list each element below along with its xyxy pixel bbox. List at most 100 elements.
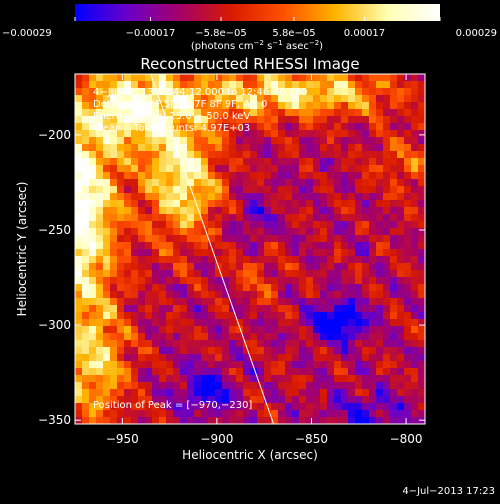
heatmap-cell — [313, 102, 321, 110]
heatmap-cell — [341, 116, 349, 124]
heatmap-cell — [89, 102, 97, 110]
heatmap-cell — [418, 179, 425, 187]
heatmap-cell — [173, 396, 181, 404]
heatmap-cell — [173, 158, 181, 166]
heatmap-cell — [383, 396, 391, 404]
heatmap-cell — [376, 284, 384, 292]
heatmap-cell — [201, 340, 209, 348]
heatmap-cell — [82, 228, 90, 236]
heatmap-cell — [236, 256, 244, 264]
heatmap-cell — [166, 88, 174, 96]
heatmap-cell — [278, 403, 286, 411]
heatmap-cell — [390, 137, 398, 145]
heatmap-cell — [201, 375, 209, 383]
heatmap-cell — [222, 326, 230, 334]
heatmap-cell — [348, 151, 356, 159]
heatmap-cell — [222, 333, 230, 341]
heatmap-cell — [278, 242, 286, 250]
heatmap-cell — [89, 221, 97, 229]
heatmap-cell — [131, 102, 139, 110]
heatmap-cell — [369, 137, 377, 145]
heatmap-cell — [285, 109, 293, 117]
heatmap-cell — [369, 186, 377, 194]
heatmap-cell — [313, 361, 321, 369]
heatmap-cell — [390, 200, 398, 208]
heatmap-cell — [229, 193, 237, 201]
heatmap-cell — [299, 123, 307, 131]
heatmap-cell — [369, 172, 377, 180]
heatmap-cell — [96, 179, 104, 187]
heatmap-cell — [187, 284, 195, 292]
heatmap-cell — [82, 95, 90, 103]
heatmap-cell — [110, 361, 118, 369]
heatmap-cell — [138, 123, 146, 131]
heatmap-cell — [145, 172, 153, 180]
heatmap-cell — [152, 137, 160, 145]
heatmap-cell — [418, 214, 425, 222]
heatmap-cell — [292, 179, 300, 187]
heatmap-cell — [348, 130, 356, 138]
heatmap-cell — [124, 375, 132, 383]
heatmap-cell — [208, 263, 216, 271]
heatmap-cell — [376, 165, 384, 173]
heatmap-cell — [299, 221, 307, 229]
heatmap-cell — [145, 207, 153, 215]
heatmap-cell — [173, 123, 181, 131]
heatmap-cell — [404, 235, 412, 243]
heatmap-cell — [75, 291, 83, 299]
heatmap-cell — [145, 193, 153, 201]
heatmap-cell — [117, 361, 125, 369]
heatmap-cell — [124, 144, 132, 152]
heatmap-cell — [222, 214, 230, 222]
heatmap-cell — [397, 263, 405, 271]
heatmap-cell — [180, 186, 188, 194]
heatmap-cell — [362, 235, 370, 243]
heatmap-cell — [159, 298, 167, 306]
heatmap-cell — [145, 165, 153, 173]
heatmap-cell — [187, 88, 195, 96]
heatmap-cell — [390, 291, 398, 299]
heatmap-cell — [320, 347, 328, 355]
heatmap-cell — [117, 88, 125, 96]
heatmap-cell — [341, 95, 349, 103]
heatmap-cell — [313, 193, 321, 201]
heatmap-cell — [131, 291, 139, 299]
heatmap-cell — [117, 158, 125, 166]
heatmap-cell — [103, 270, 111, 278]
heatmap-cell — [355, 74, 363, 82]
heatmap-cell — [187, 228, 195, 236]
heatmap-cell — [82, 249, 90, 257]
heatmap-cell — [264, 312, 272, 320]
heatmap-cell — [376, 361, 384, 369]
heatmap-cell — [110, 228, 118, 236]
heatmap-cell — [383, 200, 391, 208]
heatmap-cell — [418, 368, 425, 376]
heatmap-cell — [383, 214, 391, 222]
heatmap-cell — [271, 417, 279, 424]
heatmap-cell — [236, 333, 244, 341]
heatmap-cell — [89, 116, 97, 124]
heatmap-cell — [96, 123, 104, 131]
heatmap-cell — [159, 123, 167, 131]
heatmap-cell — [117, 137, 125, 145]
heatmap-cell — [194, 165, 202, 173]
heatmap-cell — [222, 417, 230, 424]
heatmap-cell — [327, 88, 335, 96]
heatmap-cell — [292, 361, 300, 369]
heatmap-cell — [376, 109, 384, 117]
heatmap-cell — [215, 368, 223, 376]
heatmap-cell — [110, 123, 118, 131]
heatmap-cell — [89, 123, 97, 131]
heatmap-cell — [110, 130, 118, 138]
heatmap-cell — [313, 95, 321, 103]
heatmap-cell — [271, 403, 279, 411]
heatmap-cell — [257, 368, 265, 376]
heatmap-cell — [82, 284, 90, 292]
heatmap-cell — [362, 256, 370, 264]
heatmap-cell — [376, 172, 384, 180]
heatmap-cell — [82, 137, 90, 145]
heatmap-cell — [89, 256, 97, 264]
heatmap-cell — [75, 179, 83, 187]
heatmap-cell — [313, 396, 321, 404]
heatmap-cell — [390, 375, 398, 383]
